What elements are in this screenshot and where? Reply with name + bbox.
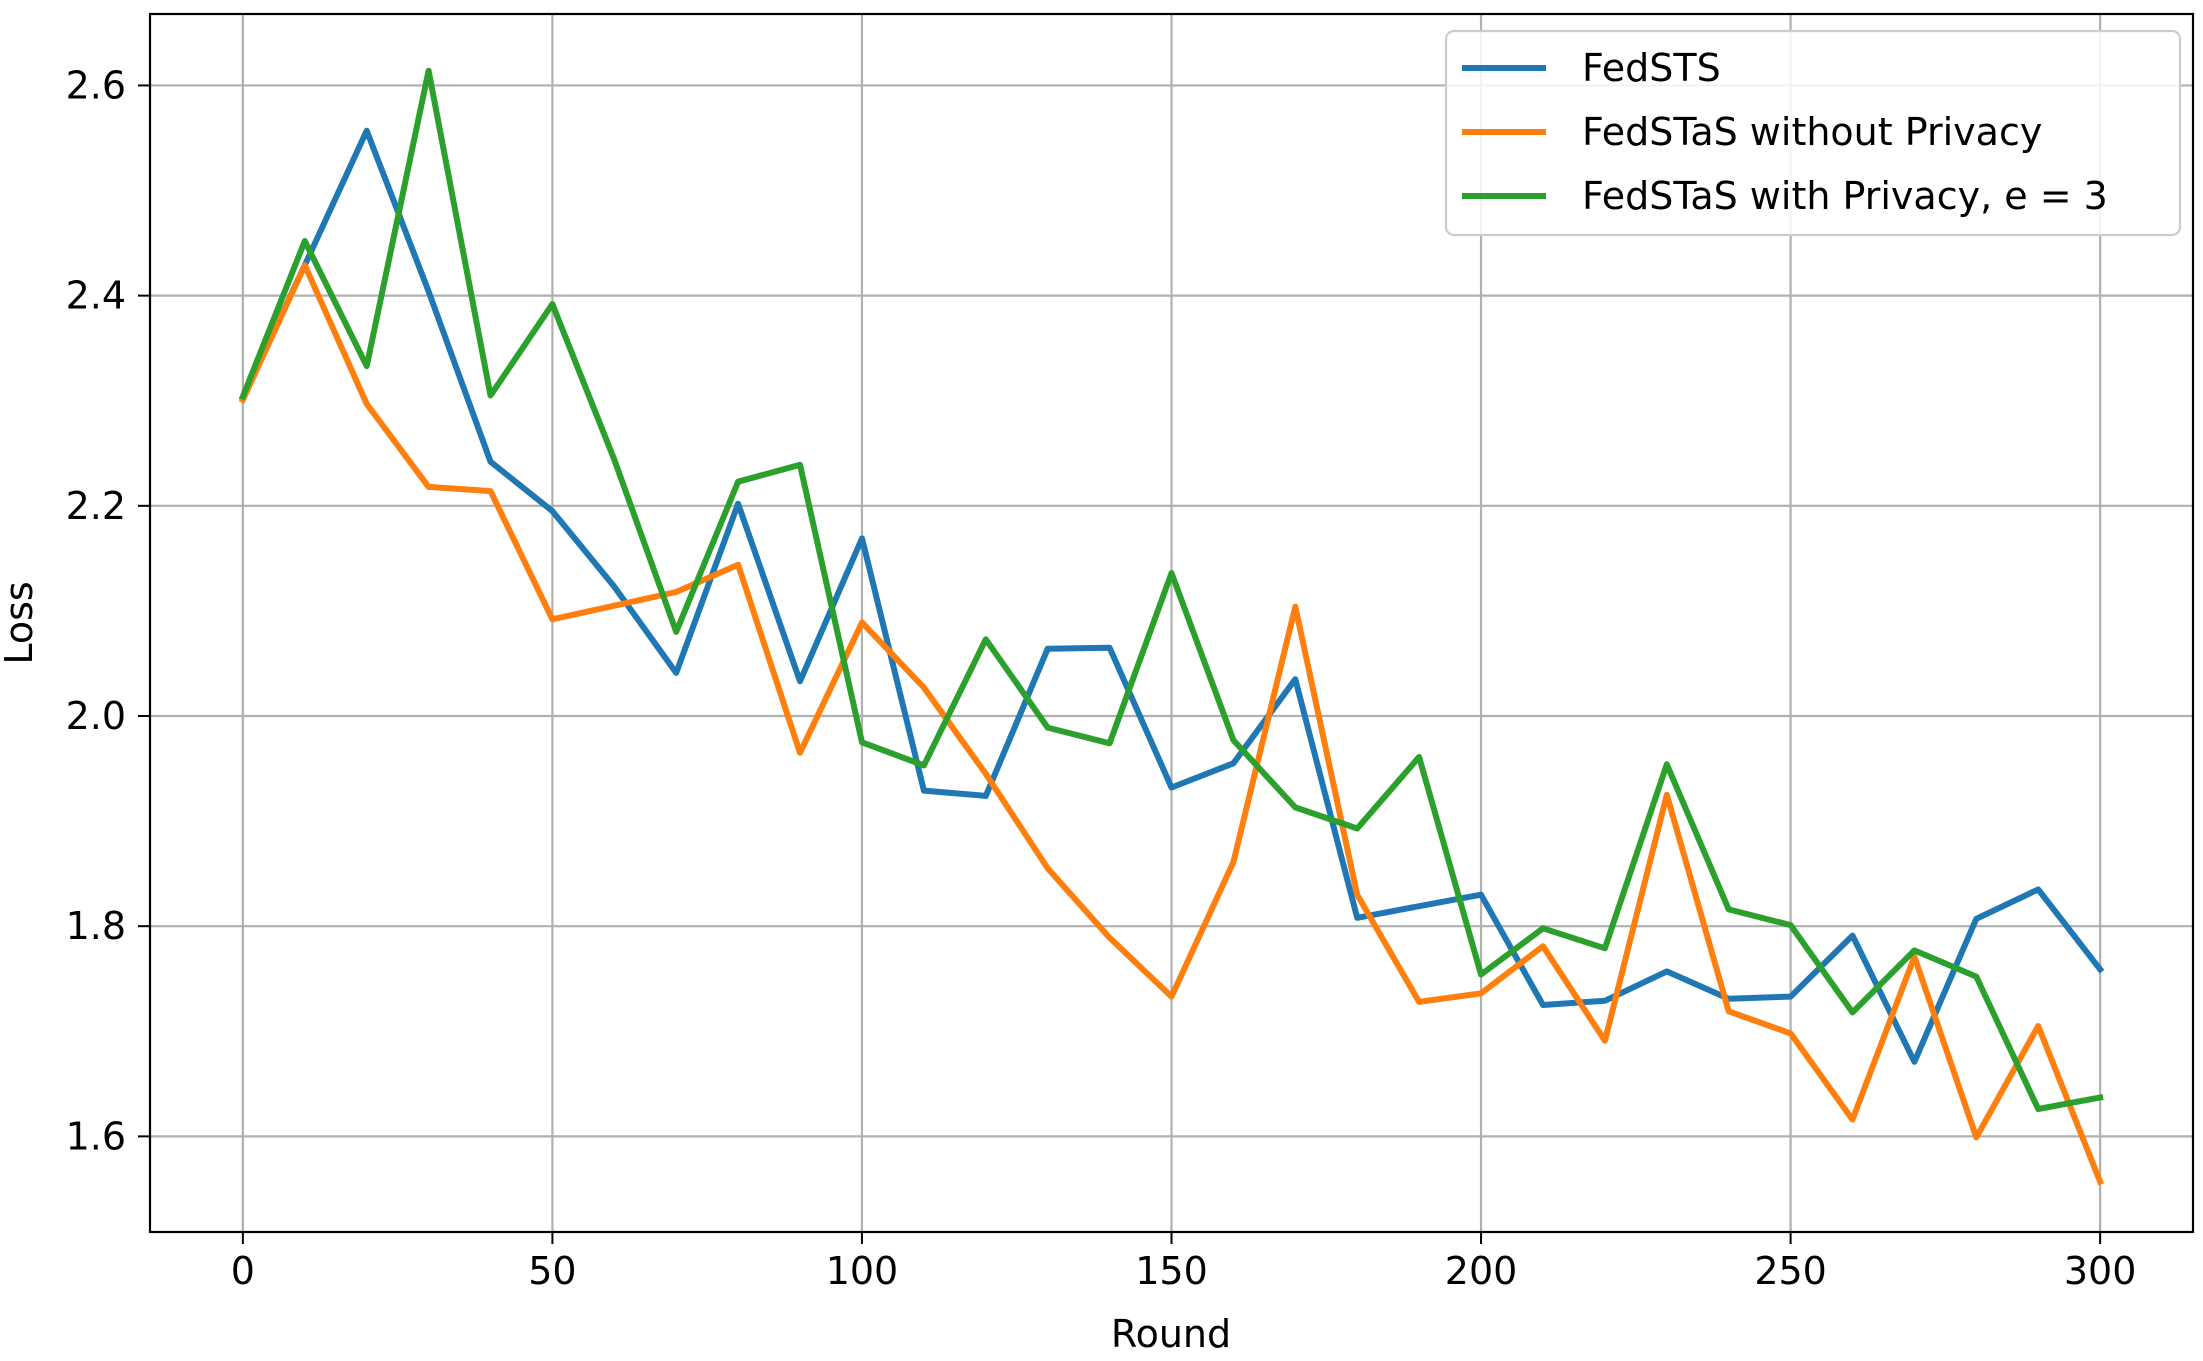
legend: FedSTS FedSTaS without Privacy FedSTaS wit… — [1444, 29, 2182, 237]
y-tick-label: 2.6 — [66, 63, 126, 107]
x-tick-label: 150 — [1135, 1249, 1208, 1293]
legend-label: FedSTaS with Privacy, e = 3 — [1582, 174, 2108, 218]
x-tick-label: 100 — [826, 1249, 899, 1293]
x-axis-label: Round — [1111, 1312, 1231, 1356]
y-tick-label: 2.0 — [66, 694, 126, 738]
series-lines — [238, 67, 2105, 1186]
x-tick-label: 300 — [2064, 1249, 2137, 1293]
x-tick-label: 250 — [1754, 1249, 1827, 1293]
x-tick-label: 0 — [231, 1249, 255, 1293]
series-line-1 — [238, 127, 2105, 1065]
y-tick-label: 1.8 — [66, 904, 126, 948]
y-tick-label: 2.2 — [66, 484, 126, 528]
series-line-2 — [238, 262, 2104, 1186]
legend-box — [1444, 29, 2182, 237]
y-tick-label: 2.4 — [66, 274, 126, 318]
legend-label: FedSTaS without Privacy — [1582, 110, 2042, 154]
y-tick-label: 1.6 — [66, 1114, 126, 1158]
x-tick-label: 50 — [528, 1249, 576, 1293]
x-tick-label: 200 — [1445, 1249, 1518, 1293]
axis-ticks: 0 50 100 150 200 250 300 1.6 1.8 2.0 2.2 2.4 2.6 — [66, 63, 2137, 1293]
y-axis-label: Loss — [0, 581, 41, 664]
series-line-3 — [239, 67, 2104, 1112]
legend-label: FedSTS — [1582, 46, 1721, 90]
